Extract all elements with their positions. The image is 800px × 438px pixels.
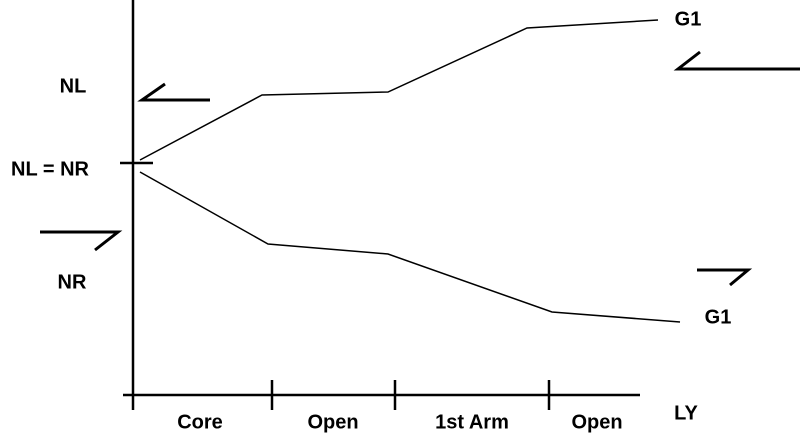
upper-right-symbol bbox=[673, 50, 800, 71]
upper-curve bbox=[139, 19, 659, 161]
segment-label: Open bbox=[307, 411, 358, 433]
nl-symbol bbox=[137, 82, 210, 102]
segment-label: 1st Arm bbox=[435, 411, 509, 433]
x-axis-label: LY bbox=[674, 402, 698, 424]
lower-right-symbol bbox=[697, 268, 753, 287]
right-label: G1 bbox=[675, 8, 702, 30]
segment-label: Core bbox=[177, 411, 223, 433]
left-label: NR bbox=[58, 271, 87, 293]
nr-symbol bbox=[40, 230, 123, 252]
left-label: NL = NR bbox=[11, 158, 90, 180]
segment-label: Open bbox=[571, 411, 622, 433]
right-label: G1 bbox=[705, 306, 732, 328]
left-label: NL bbox=[60, 75, 87, 97]
lower-curve bbox=[139, 171, 681, 323]
